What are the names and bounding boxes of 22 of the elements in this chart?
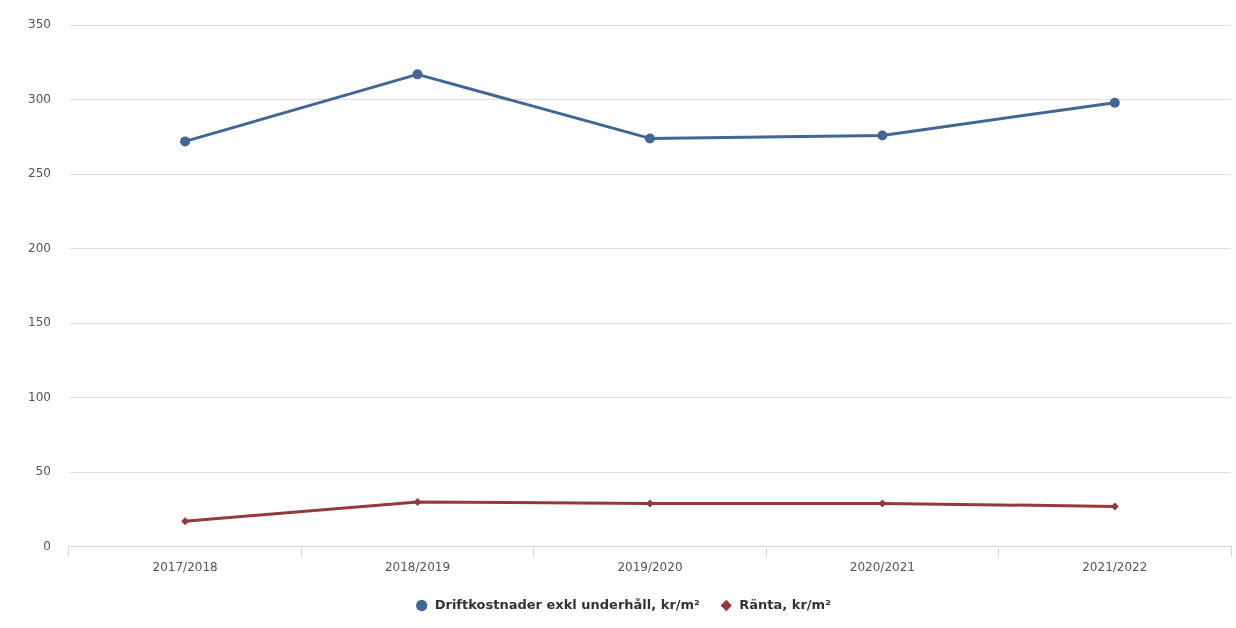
- x-tick-label: 2021/2022: [1082, 559, 1148, 574]
- y-tick-label: 0: [43, 538, 51, 553]
- point: [181, 517, 190, 526]
- y-tick-label: 200: [28, 240, 51, 255]
- y-tick-label: 250: [28, 166, 51, 181]
- y-tick-label: 300: [28, 91, 51, 106]
- x-tick-label: 2017/2018: [152, 559, 218, 574]
- x-tick-label: 2018/2019: [384, 559, 451, 574]
- legend-label: Driftkostnader exkl underhåll, kr/m²: [434, 596, 700, 612]
- point: [413, 497, 422, 506]
- x-tick-label: 2020/2021: [849, 559, 915, 574]
- y-tick-label: 50: [35, 464, 51, 479]
- x-tick-label: 2019/2020: [617, 559, 683, 574]
- y-tick-label: 350: [28, 17, 51, 32]
- point: [1109, 97, 1120, 108]
- legend-label: Ränta, kr/m²: [739, 596, 831, 612]
- y-tick-label: 150: [28, 315, 51, 330]
- point: [877, 130, 888, 141]
- y-tick-label: 100: [28, 389, 51, 404]
- point: [644, 133, 655, 144]
- point: [412, 69, 423, 80]
- point: [180, 136, 191, 147]
